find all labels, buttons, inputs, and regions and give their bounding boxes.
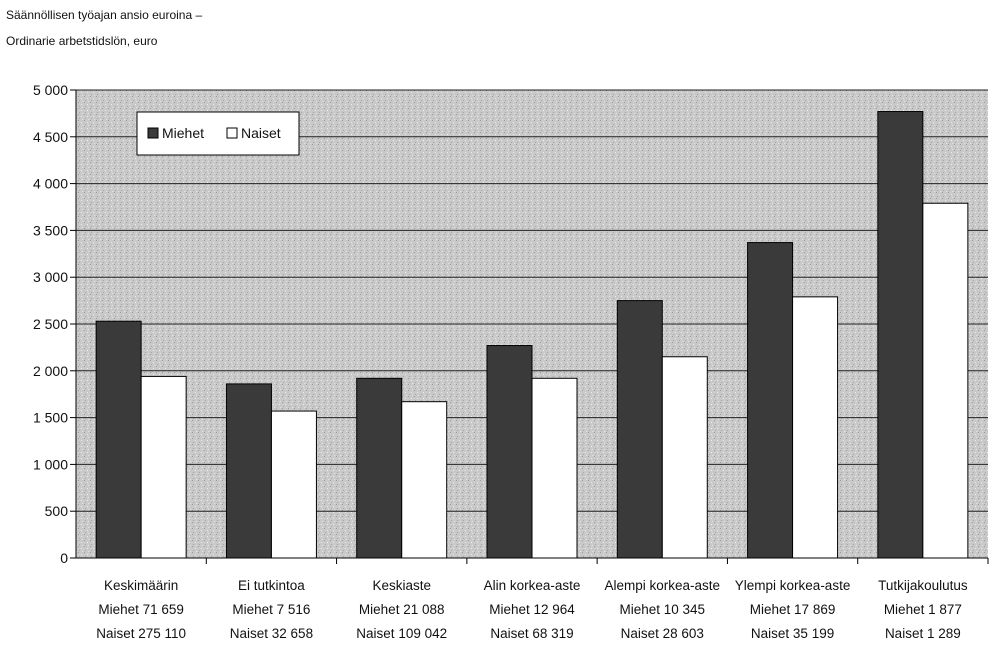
x-category-label: Ylempi korkea-aste <box>735 578 851 593</box>
x-category-label: Miehet 1 877 <box>884 602 962 617</box>
bar-miehet-1 <box>225 383 272 559</box>
x-category-label: Keskiaste <box>372 578 431 593</box>
axes <box>70 89 989 564</box>
x-category-label: Tutkijakoulutus <box>878 578 968 593</box>
y-tick-label: 1 000 <box>33 456 68 472</box>
x-category-labels: Keskimäärin Miehet 71 659 Naiset 275 110 Ei… <box>96 578 968 641</box>
bar-miehet-3 <box>486 345 533 559</box>
y-tick-label: 4 000 <box>33 176 68 192</box>
y-tick-label: 3 000 <box>33 269 68 285</box>
x-category-label: Miehet 17 869 <box>750 602 836 617</box>
y-tick-label: 2 000 <box>33 363 68 379</box>
bar-naiset-6 <box>922 202 969 559</box>
x-category-label: Miehet 7 516 <box>232 602 310 617</box>
x-category-label: Naiset 35 199 <box>751 626 834 641</box>
legend-swatch-miehet <box>147 127 159 139</box>
x-category-label: Naiset 32 658 <box>230 626 313 641</box>
bar-miehet-4 <box>616 300 663 559</box>
bar-naiset-5 <box>792 296 839 559</box>
bar-miehet-5 <box>747 242 794 559</box>
bar-miehet-6 <box>877 111 924 559</box>
x-category-label: Keskimäärin <box>104 578 178 593</box>
y-tick-label: 5 000 <box>33 82 68 98</box>
y-tick-label: 1 500 <box>33 410 68 426</box>
y-tick-labels: 0 500 1 000 1 500 2 000 2 500 3 000 3 500 4 000 4… <box>33 82 68 566</box>
bars-group <box>95 111 969 559</box>
legend-swatch-naiset <box>226 127 238 139</box>
legend: Miehet Naiset <box>136 111 300 156</box>
y-tick-label: 2 500 <box>33 316 68 332</box>
x-category-label: Alin korkea-aste <box>484 578 581 593</box>
chart-title-line1: Säännöllisen työajan ansio euroina – <box>6 8 203 22</box>
legend-box <box>136 111 300 156</box>
x-category-label: Naiset 28 603 <box>621 626 704 641</box>
bar-miehet-2 <box>356 377 403 559</box>
y-tick-label: 3 500 <box>33 222 68 238</box>
bar-miehet-0 <box>95 320 142 559</box>
y-tick-label: 0 <box>60 550 68 566</box>
legend-label-naiset: Naiset <box>241 125 281 141</box>
x-category-label: Miehet 71 659 <box>98 602 184 617</box>
bar-naiset-0 <box>140 375 187 559</box>
legend-label-miehet: Miehet <box>162 125 204 141</box>
y-tick-label: 4 500 <box>33 129 68 145</box>
bar-naiset-4 <box>661 356 708 559</box>
bar-naiset-1 <box>270 410 317 559</box>
x-category-label: Miehet 21 088 <box>359 602 445 617</box>
x-category-label: Ei tutkintoa <box>238 578 305 593</box>
x-category-label: Naiset 68 319 <box>490 626 573 641</box>
x-category-label: Naiset 275 110 <box>96 626 186 641</box>
x-category-label: Alempi korkea-aste <box>605 578 721 593</box>
y-tick-label: 500 <box>45 503 69 519</box>
chart-title-line2: Ordinarie arbetstidslön, euro <box>6 34 158 48</box>
bar-naiset-3 <box>531 377 578 559</box>
x-category-label: Miehet 12 964 <box>489 602 575 617</box>
x-category-label: Naiset 1 289 <box>885 626 961 641</box>
x-category-label: Miehet 10 345 <box>620 602 706 617</box>
x-category-label: Naiset 109 042 <box>356 626 447 641</box>
bar-naiset-2 <box>401 401 448 559</box>
